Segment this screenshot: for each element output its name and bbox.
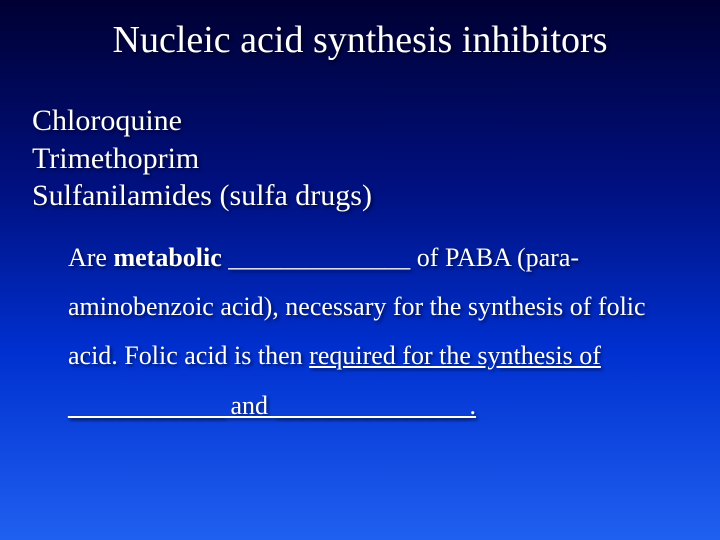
blank-line: _______________ (275, 391, 470, 420)
drug-item: Trimethoprim (32, 140, 690, 178)
drug-list: Chloroquine Trimethoprim Sulfanilamides … (32, 102, 690, 215)
body-seg-bold: metabolic (113, 243, 221, 272)
body-paragraph: Are metabolic ______________ of PABA (pa… (68, 233, 670, 431)
body-seg-underline: required for the synthesis of (309, 341, 601, 370)
slide-title: Nucleic acid synthesis inhibitors (30, 18, 690, 62)
blank-line: ____________ (68, 391, 224, 420)
body-seg-underline: . (470, 391, 477, 420)
drug-item: Sulfanilamides (sulfa drugs) (32, 177, 690, 215)
body-seg: Are (68, 243, 113, 272)
body-seg-underline: and (224, 391, 275, 420)
blank-line: ______________ (228, 243, 410, 272)
slide-container: Nucleic acid synthesis inhibitors Chloro… (0, 0, 720, 540)
drug-item: Chloroquine (32, 102, 690, 140)
